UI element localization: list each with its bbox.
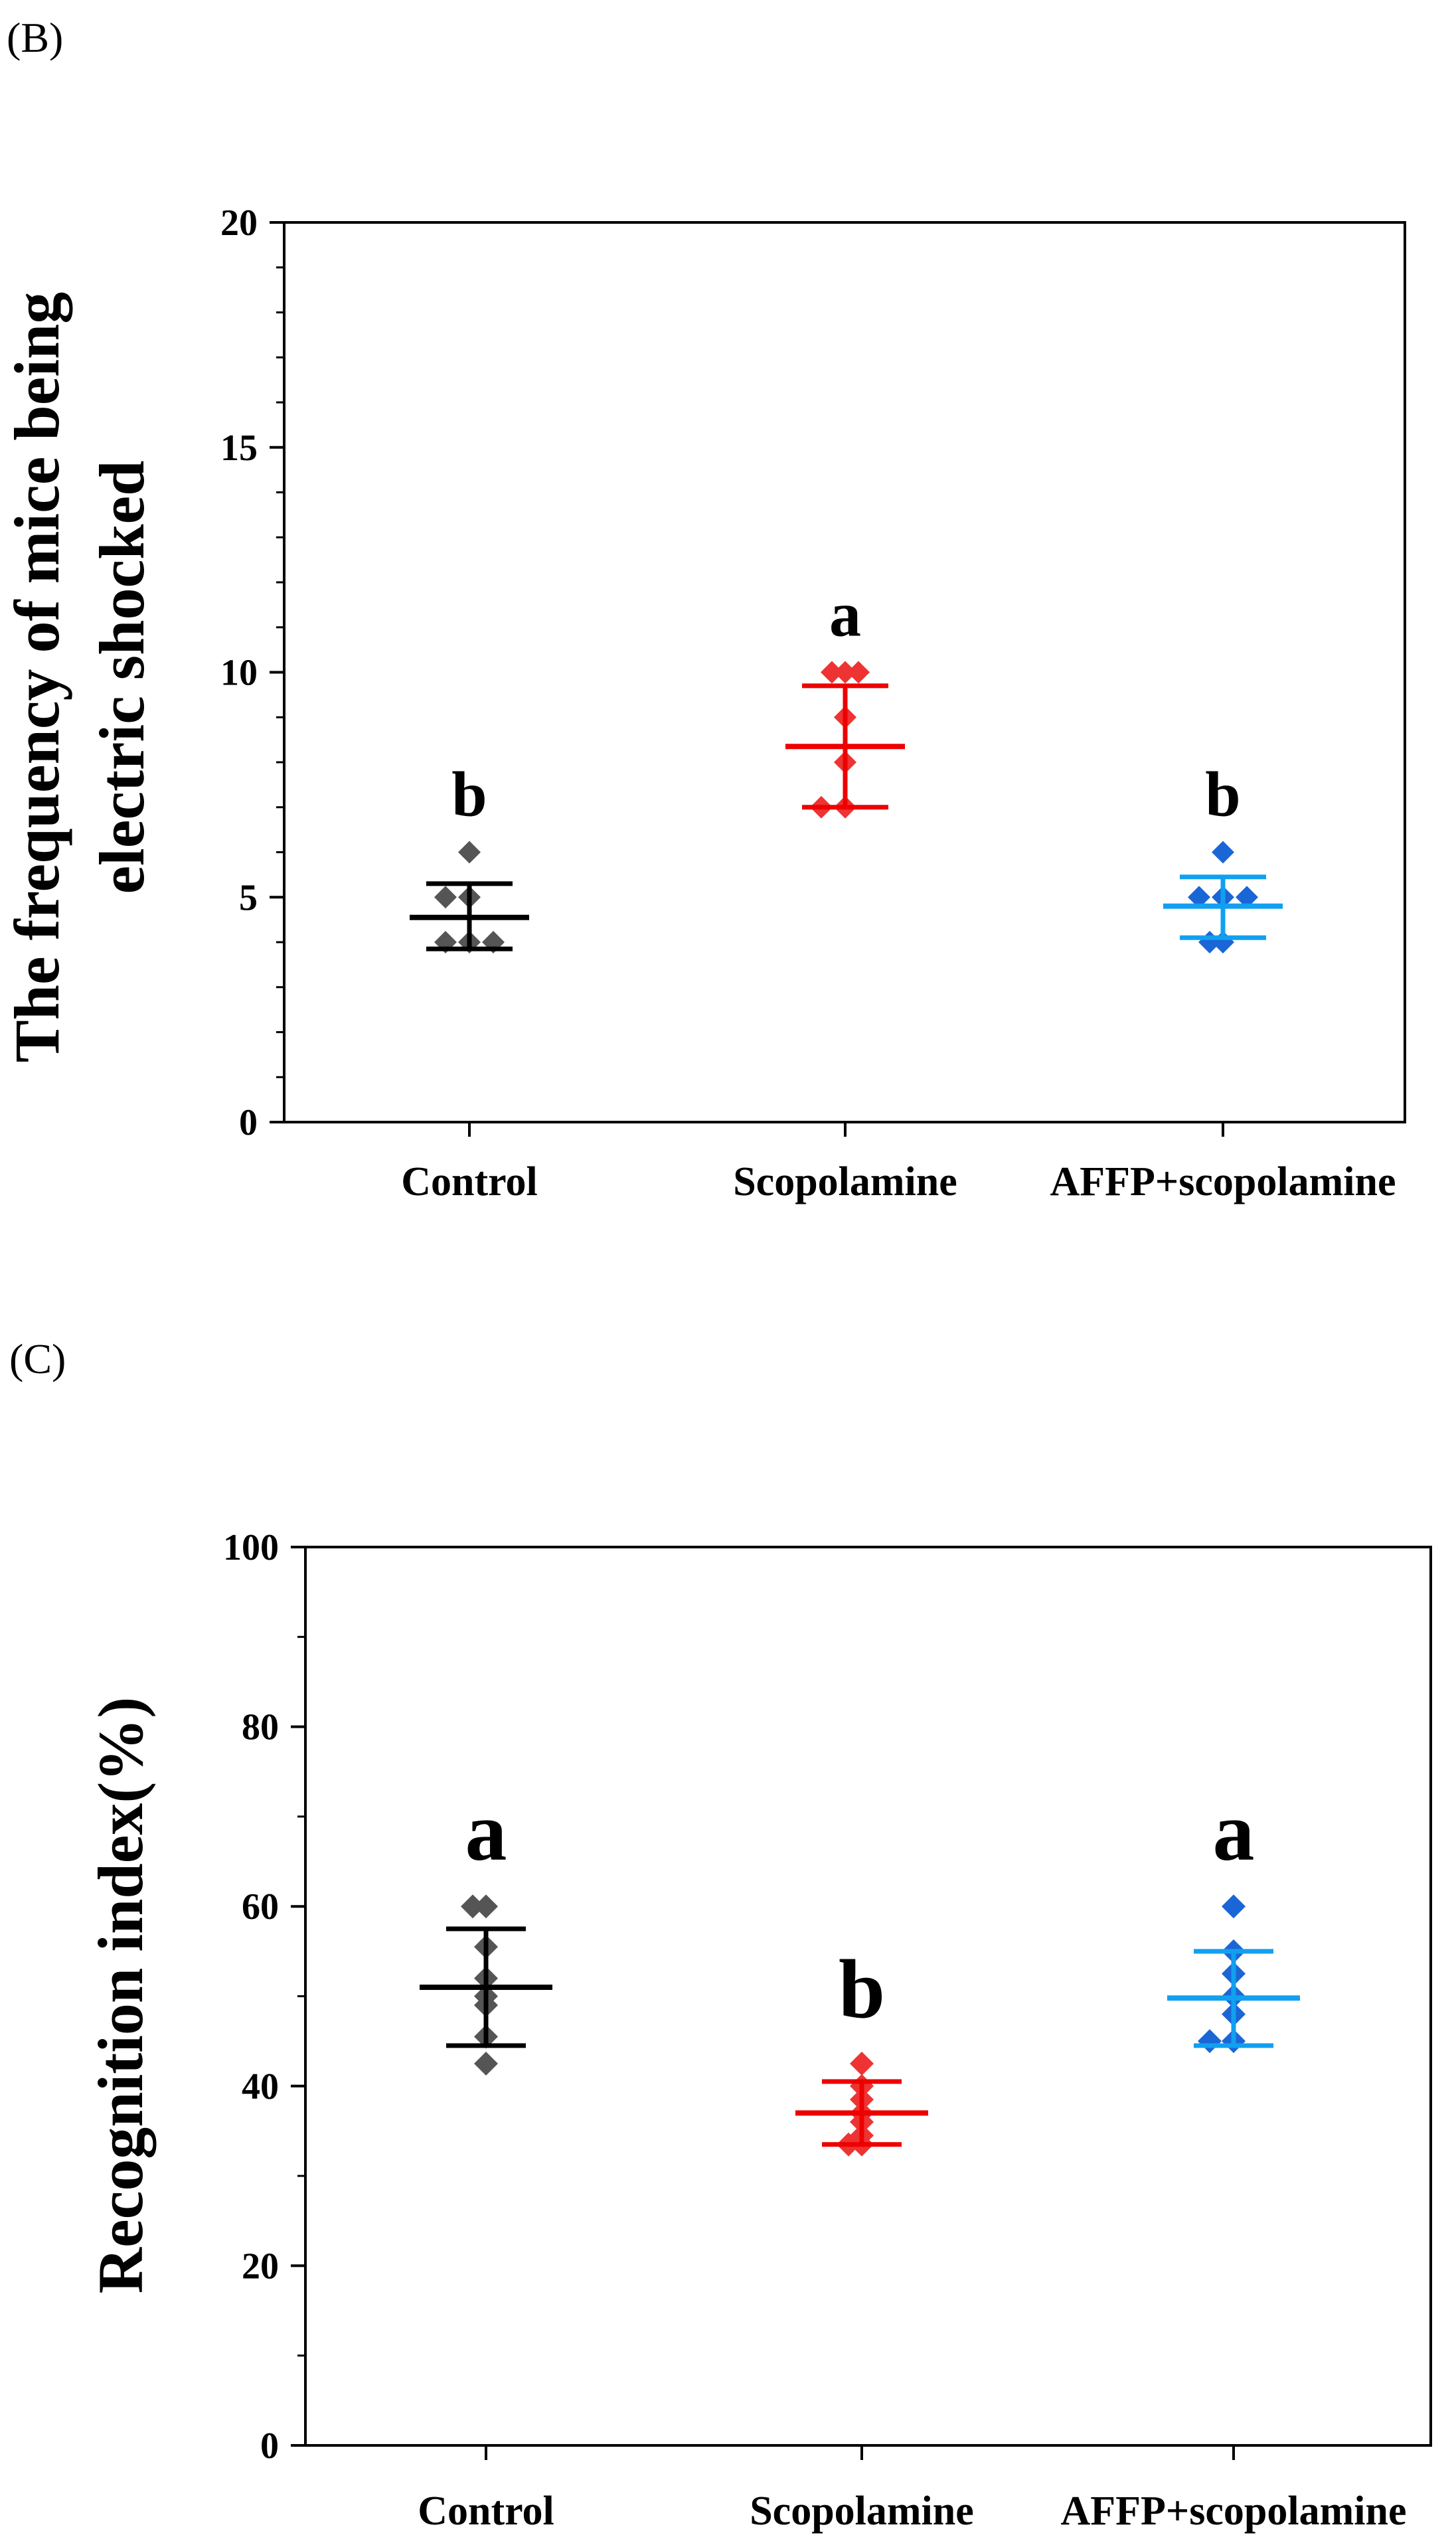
y-axis-label-b: The frequency of mice being electric shoc… bbox=[1, 292, 157, 1063]
x-tick-label: AFFP+scopolamine bbox=[1050, 1159, 1396, 1204]
data-point bbox=[461, 1894, 485, 1919]
x-tick-label: Control bbox=[401, 1159, 538, 1204]
series-scopolamine: b bbox=[795, 1943, 928, 2157]
significance-letter: b bbox=[1205, 759, 1240, 830]
panel-label-b: (B) bbox=[7, 14, 63, 61]
y-axis-label-line: Recognition index(%) bbox=[85, 1697, 156, 2294]
data-point bbox=[474, 2051, 498, 2076]
axes-c: 0 20 40 60 80 100 Control Scopolamine AFFP+scopo… bbox=[223, 1527, 1432, 2534]
significance-letter: a bbox=[465, 1786, 507, 1878]
y-axis-label-line: The frequency of mice being bbox=[1, 292, 72, 1063]
y-tick-label: 80 bbox=[242, 1707, 279, 1748]
series-affp-scopolamine: a bbox=[1167, 1786, 1300, 2054]
marks-b: b a b bbox=[410, 579, 1283, 953]
y-tick-label: 10 bbox=[220, 653, 258, 694]
series-control: a bbox=[420, 1786, 552, 2076]
data-point bbox=[1198, 2029, 1222, 2054]
series-control: b bbox=[410, 759, 529, 953]
panel-label-c: (C) bbox=[9, 1335, 66, 1382]
panel-c: (C) Recognition index(%) 0 20 40 60 80 100 Con… bbox=[9, 1335, 1432, 2534]
y-tick-label: 40 bbox=[242, 2066, 279, 2107]
y-tick-label: 60 bbox=[242, 1886, 279, 1928]
data-point bbox=[834, 661, 856, 684]
data-point bbox=[1188, 886, 1210, 909]
y-tick-label: 15 bbox=[220, 428, 258, 469]
data-point bbox=[1222, 1894, 1246, 1919]
x-tick-label: Scopolamine bbox=[733, 1159, 957, 1204]
marks-c: a b a bbox=[420, 1786, 1300, 2157]
data-point bbox=[474, 1894, 498, 1919]
y-axis-label-c: Recognition index(%) bbox=[85, 1697, 156, 2294]
series-affp-scopolamine: b bbox=[1163, 759, 1283, 953]
panel-b: (B) The frequency of mice being electric … bbox=[1, 14, 1406, 1204]
data-point bbox=[1236, 886, 1258, 909]
significance-letter: a bbox=[1213, 1786, 1255, 1878]
data-point bbox=[434, 886, 457, 909]
y-axis-label-line: electric shocked bbox=[86, 460, 157, 894]
y-tick-label: 0 bbox=[239, 1102, 258, 1143]
significance-letter: a bbox=[829, 579, 861, 650]
data-point bbox=[821, 661, 843, 684]
data-point bbox=[1198, 931, 1221, 953]
axes-b: 0 5 10 15 20 Control Scopolamine AFFP+scopolami… bbox=[220, 203, 1406, 1204]
significance-letter: b bbox=[839, 1943, 885, 2036]
significance-letter: b bbox=[451, 759, 487, 830]
y-tick-label: 20 bbox=[220, 203, 258, 244]
y-tick-label: 100 bbox=[223, 1527, 279, 1568]
y-tick-label: 20 bbox=[242, 2246, 279, 2287]
data-point bbox=[1212, 841, 1234, 864]
data-point bbox=[458, 841, 481, 864]
y-tick-label: 5 bbox=[239, 877, 258, 918]
data-point bbox=[847, 661, 870, 684]
series-scopolamine: a bbox=[785, 579, 905, 819]
x-tick-label: Control bbox=[418, 2489, 554, 2534]
x-tick-label: AFFP+scopolamine bbox=[1061, 2489, 1407, 2534]
data-point bbox=[850, 2051, 874, 2076]
x-tick-label: Scopolamine bbox=[750, 2489, 974, 2534]
y-tick-label: 0 bbox=[260, 2425, 279, 2467]
